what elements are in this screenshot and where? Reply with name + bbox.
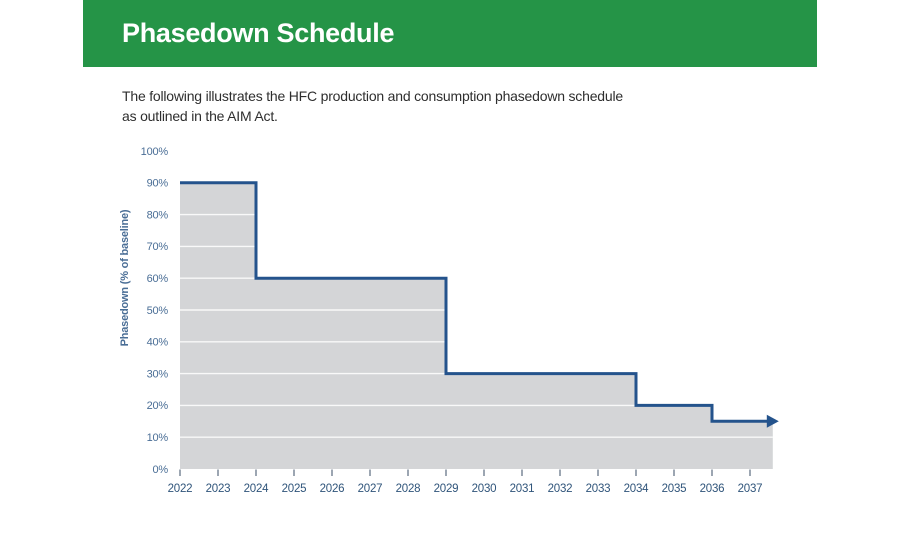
- x-tick-label: 2036: [700, 483, 725, 495]
- y-tick-label: 40%: [147, 337, 169, 349]
- y-tick-label: 60%: [147, 273, 169, 285]
- y-tick-label: 20%: [147, 400, 169, 412]
- x-tick-label: 2024: [244, 483, 270, 495]
- phasedown-step-line: [180, 181, 769, 423]
- y-tick-label: 30%: [147, 368, 169, 380]
- x-tick-label: 2032: [548, 483, 573, 495]
- x-tick-label: 2035: [662, 483, 687, 495]
- x-tick-label: 2022: [168, 483, 193, 495]
- continues-arrow-icon: [766, 414, 779, 428]
- y-axis-title: Phasedown (% of baseline): [119, 209, 131, 346]
- intro-line-2: as outlined in the AIM Act.: [122, 108, 278, 124]
- y-tick-label: 80%: [147, 209, 169, 221]
- phasedown-area-fill: [180, 182, 773, 470]
- y-tick-label: 50%: [147, 305, 169, 317]
- intro-text: The following illustrates the HFC produc…: [122, 86, 623, 126]
- x-tick-label: 2033: [586, 483, 611, 495]
- header-bar: Phasedown Schedule: [83, 0, 817, 67]
- y-tick-label: 10%: [147, 432, 169, 444]
- x-tick-label: 2027: [358, 483, 383, 495]
- y-tick-label: 90%: [147, 178, 169, 190]
- phasedown-step-chart: 0% 10% 20% 30% 40% 50% 60% 70% 80% 90% 100% 2022 202…: [119, 146, 779, 495]
- x-tick-label: 2026: [320, 483, 345, 495]
- x-tick-label: 2025: [282, 483, 307, 495]
- page-title: Phasedown Schedule: [122, 18, 395, 48]
- y-tick-label: 100%: [141, 146, 169, 158]
- y-tick-label: 70%: [147, 241, 169, 253]
- x-tick-label: 2023: [206, 483, 231, 495]
- x-tick-label: 2037: [738, 483, 763, 495]
- x-tick-label: 2031: [510, 483, 535, 495]
- y-tick-label: 0%: [153, 464, 169, 476]
- x-tick-label: 2030: [472, 483, 497, 495]
- x-tick-label: 2029: [434, 483, 459, 495]
- intro-line-1: The following illustrates the HFC produc…: [122, 88, 623, 104]
- x-tick-label: 2034: [624, 483, 650, 495]
- x-tick-label: 2028: [396, 483, 421, 495]
